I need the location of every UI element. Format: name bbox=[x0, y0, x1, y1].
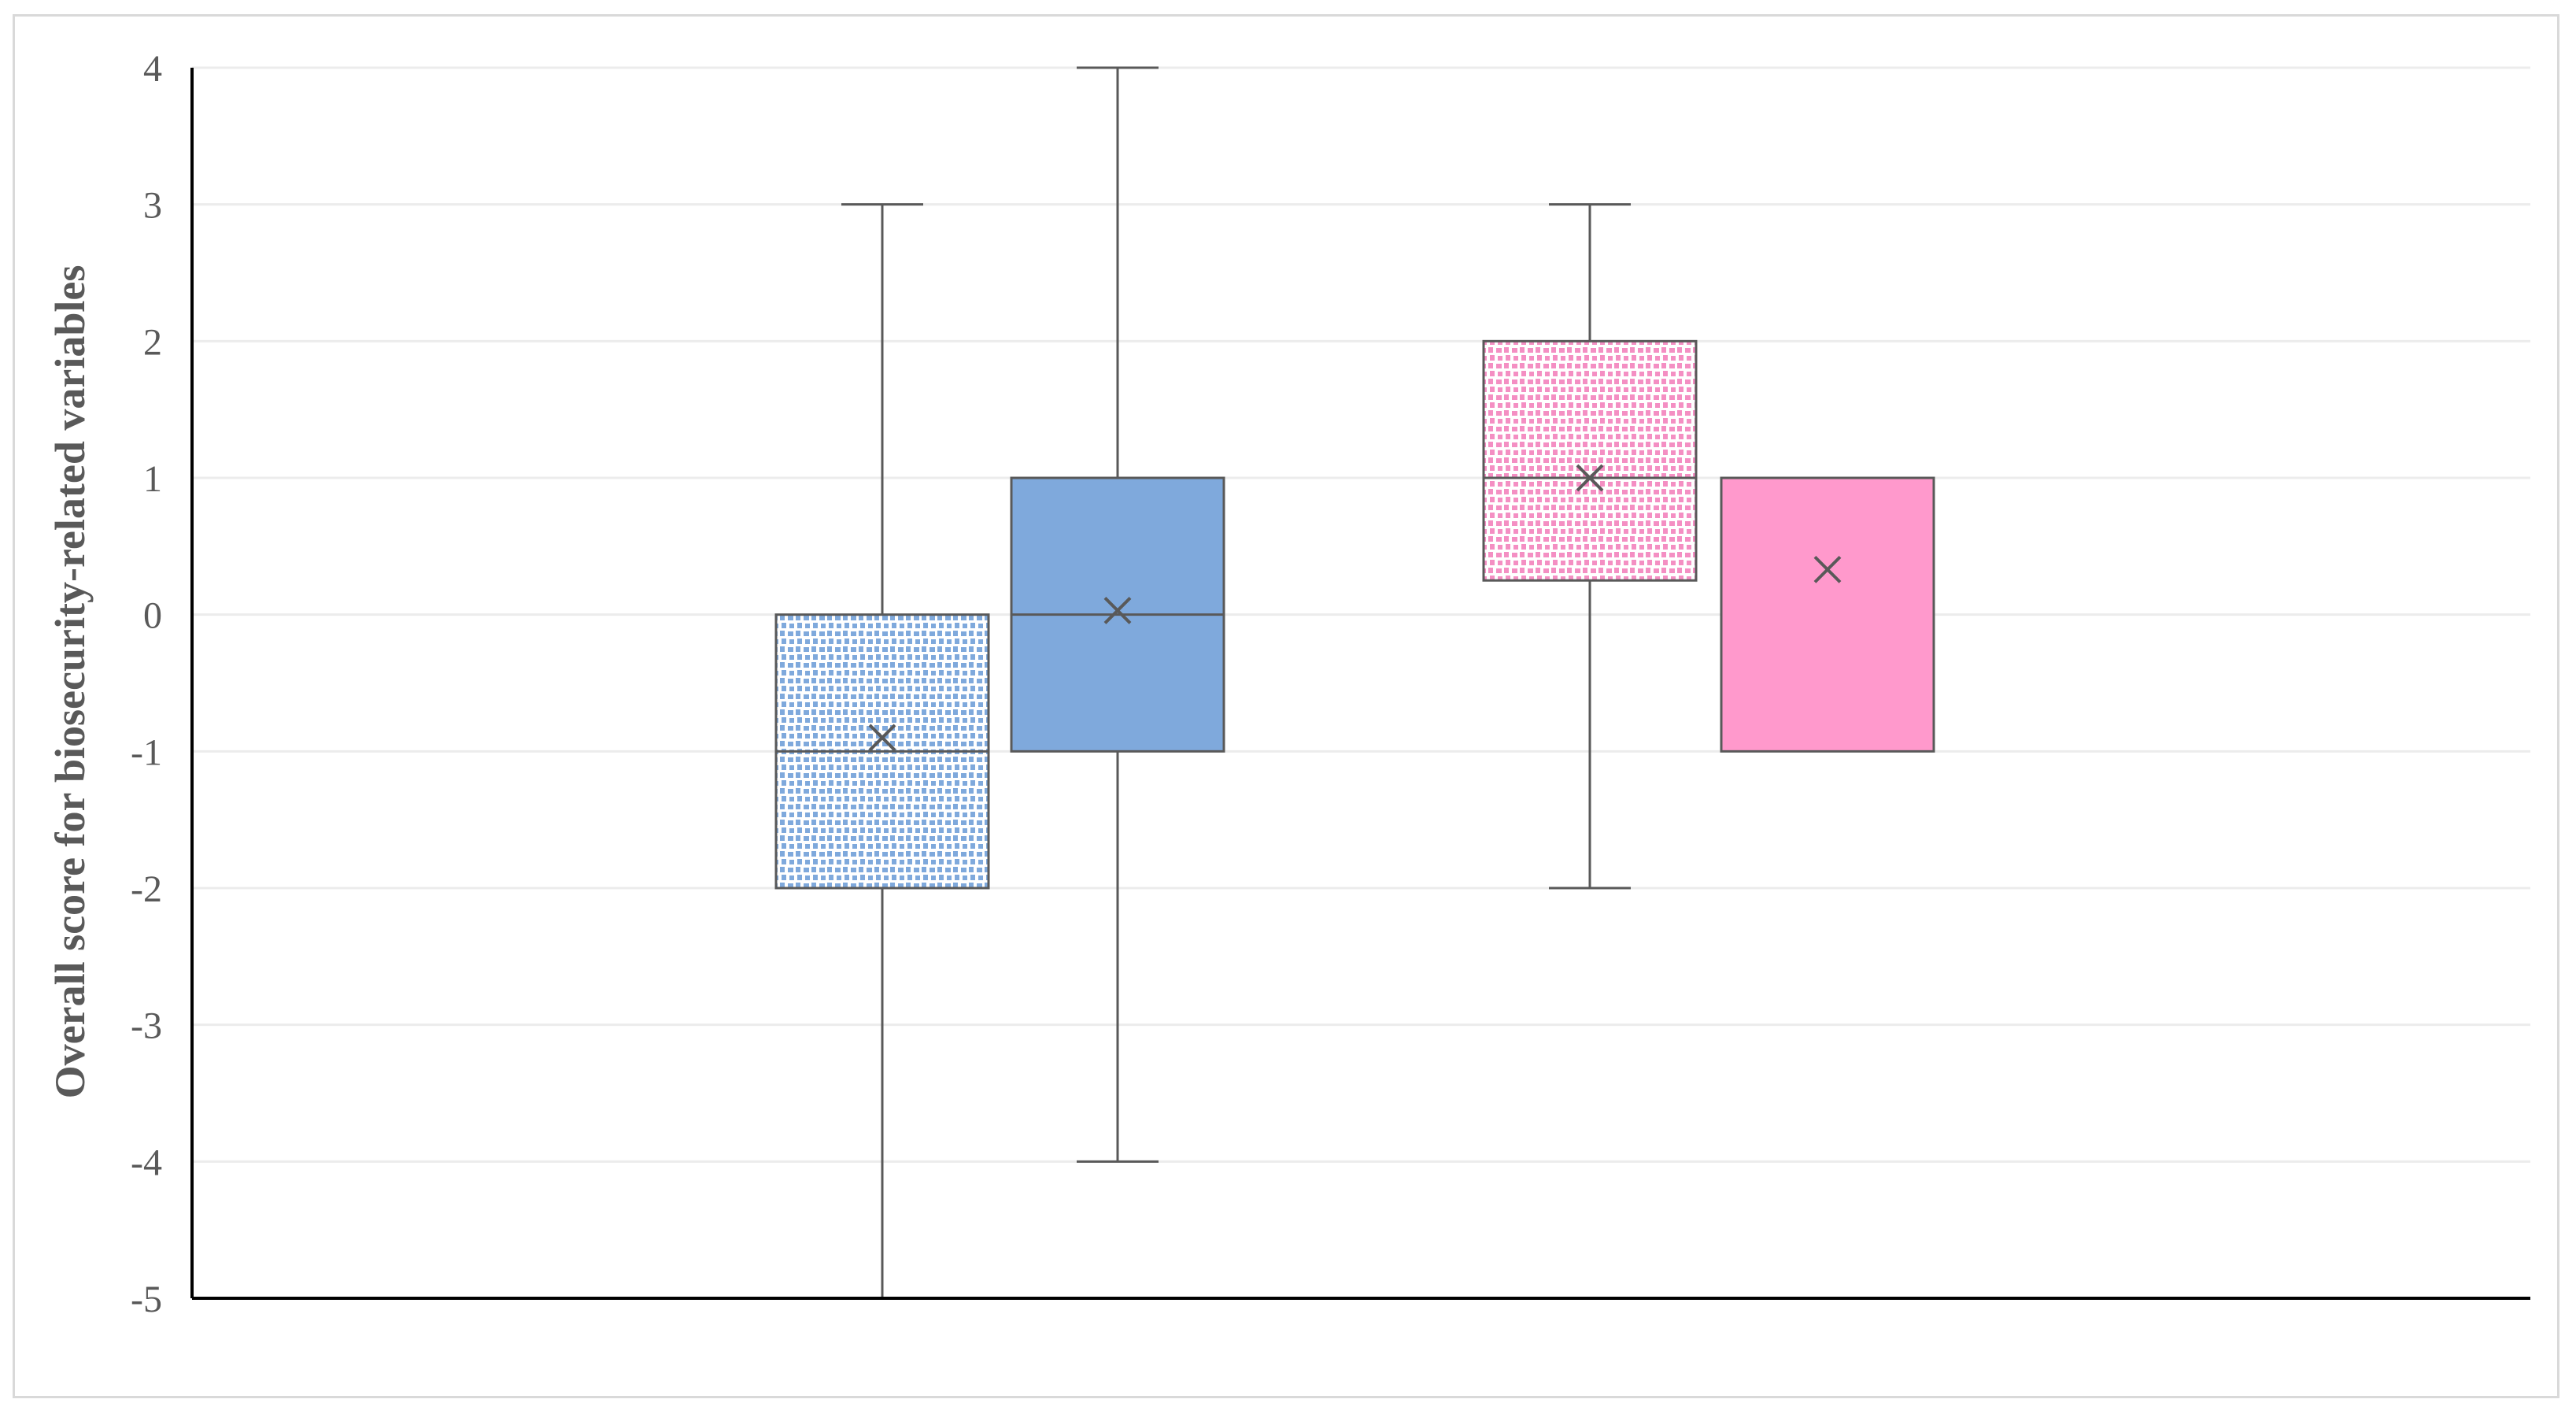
gridlines bbox=[192, 66, 2530, 1163]
y-tick-label: -2 bbox=[131, 868, 162, 910]
mean-marker bbox=[1576, 464, 1604, 492]
y-tick-label: 4 bbox=[143, 48, 162, 90]
y-tick-label: -4 bbox=[131, 1142, 162, 1183]
box-series-4 bbox=[1720, 476, 1935, 753]
axes bbox=[190, 68, 2530, 1300]
box-series-3 bbox=[1482, 203, 1698, 890]
chart-frame bbox=[13, 14, 2559, 1398]
y-tick-label: -5 bbox=[131, 1279, 162, 1320]
y-tick-label: 3 bbox=[143, 185, 162, 227]
box-iqr bbox=[1482, 339, 1698, 582]
mean-marker bbox=[1103, 597, 1132, 624]
box-iqr bbox=[1720, 476, 1935, 753]
y-tick-labels: 4 3 2 1 0 -1 -2 -3 -4 -5 bbox=[131, 48, 162, 1320]
y-tick-label: -3 bbox=[131, 1005, 162, 1047]
mean-marker bbox=[868, 724, 896, 752]
box-series-2 bbox=[1010, 66, 1225, 1163]
boxes bbox=[774, 66, 1935, 1300]
y-tick-label: -1 bbox=[131, 731, 162, 773]
y-tick-label: 0 bbox=[143, 595, 162, 637]
y-axis-title: Overall score for biosecurity-related va… bbox=[46, 265, 94, 1099]
box-series-1 bbox=[774, 203, 990, 1300]
y-tick-label: 1 bbox=[143, 458, 162, 500]
y-tick-label: 2 bbox=[143, 321, 162, 363]
mean-marker bbox=[1813, 555, 1842, 583]
